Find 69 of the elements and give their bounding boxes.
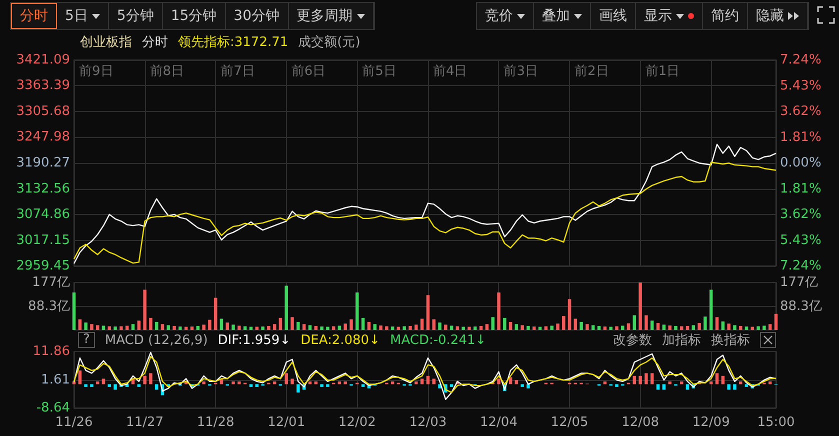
text: 显示 <box>644 7 672 25</box>
text: 5分钟 <box>116 7 154 25</box>
text: 叠加 <box>542 7 570 25</box>
x-tick-label: 11/26 <box>55 415 93 430</box>
x-tick-label: 11/28 <box>196 415 234 430</box>
y2-tick-label: 5.43% <box>780 78 822 94</box>
x-tick-label: 12/01 <box>268 415 306 430</box>
y-tick-label: 3421.09 <box>16 52 70 68</box>
y2-tick-label: 7.24% <box>780 52 822 68</box>
text: 竞价 <box>485 7 513 25</box>
y2-tick-label: 7.24% <box>780 258 822 274</box>
y-tick-label: 3305.68 <box>16 104 70 119</box>
text: ? <box>78 332 95 348</box>
text: DEA:2.080↓ <box>300 332 380 348</box>
y-tick-label: 3247.98 <box>16 130 70 145</box>
y-tick-label: 3074.86 <box>16 207 70 222</box>
text: 分时 <box>20 7 48 25</box>
annotation: 前2日 <box>574 64 609 79</box>
chart-title: 创业板指 <box>80 34 132 51</box>
y-tick-label: 177亿 <box>32 275 70 290</box>
y-tick-label: 3132.56 <box>16 181 70 196</box>
text: 更多周期 <box>296 7 352 25</box>
x-tick-label: 12/03 <box>409 415 447 430</box>
y2-tick-label: 5.43% <box>780 232 822 248</box>
x-tick-label: 12/05 <box>550 415 588 430</box>
y-tick-label: 2959.45 <box>16 258 70 274</box>
annotation: 前9日 <box>79 64 114 79</box>
text: 换指标 <box>711 332 750 349</box>
text: DIF:1.959↓ <box>218 332 291 348</box>
y2-tick-label: 3.62% <box>780 207 822 222</box>
x-tick-label: 12/08 <box>622 415 660 430</box>
y2-tick-label: 1.81% <box>780 181 822 196</box>
annotation: 前8日 <box>150 64 184 79</box>
y-tick-label: 1.61 <box>41 372 70 388</box>
text: 成交额(元) <box>298 34 360 51</box>
text: 领先指标:3172.71 <box>178 34 288 51</box>
y-tick-label: -8.64 <box>36 400 70 416</box>
annotation: 前3日 <box>504 64 538 79</box>
annotation: 前6日 <box>291 64 326 79</box>
annotation: 前7日 <box>220 64 255 79</box>
x-tick-label: 12/02 <box>338 415 376 430</box>
text: 30分钟 <box>234 7 280 25</box>
chart-subtitle: 分时 <box>142 34 168 51</box>
y2-tick-label: 0.00% <box>780 156 822 170</box>
x-tick-label: 12/09 <box>692 415 730 430</box>
y-tick-label: 11.86 <box>32 344 70 359</box>
text: 简约 <box>711 7 739 25</box>
text: MACD:-0.241↓ <box>390 332 486 348</box>
y2-tick-label: 1.81% <box>780 130 822 145</box>
annotation: 前4日 <box>432 64 468 79</box>
y-tick-label: 88.3亿 <box>28 298 70 314</box>
text: 改参数 <box>613 332 652 349</box>
text: MACD (12,26,9) <box>104 332 208 348</box>
y-tick-label: 3190.27 <box>16 156 70 170</box>
x-tick-label: 11/27 <box>126 415 164 430</box>
y2-tick-label: 3.62% <box>780 104 822 119</box>
y2-tick-label: 88.3亿 <box>780 298 822 314</box>
x-tick-label: 12/04 <box>480 415 518 430</box>
text: 画线 <box>599 7 627 25</box>
x-tick-label: 15:00 <box>757 415 795 430</box>
text: 隐藏 <box>756 7 784 25</box>
text: 15分钟 <box>170 7 217 25</box>
annotation: 前1日 <box>645 64 680 79</box>
y-tick-label: 3363.39 <box>16 78 70 94</box>
text: 5日 <box>65 7 88 25</box>
y-tick-label: 3017.15 <box>16 232 70 248</box>
y2-tick-label: 177亿 <box>780 275 818 290</box>
text: 加指标 <box>662 332 701 349</box>
annotation: 前5日 <box>362 64 396 79</box>
